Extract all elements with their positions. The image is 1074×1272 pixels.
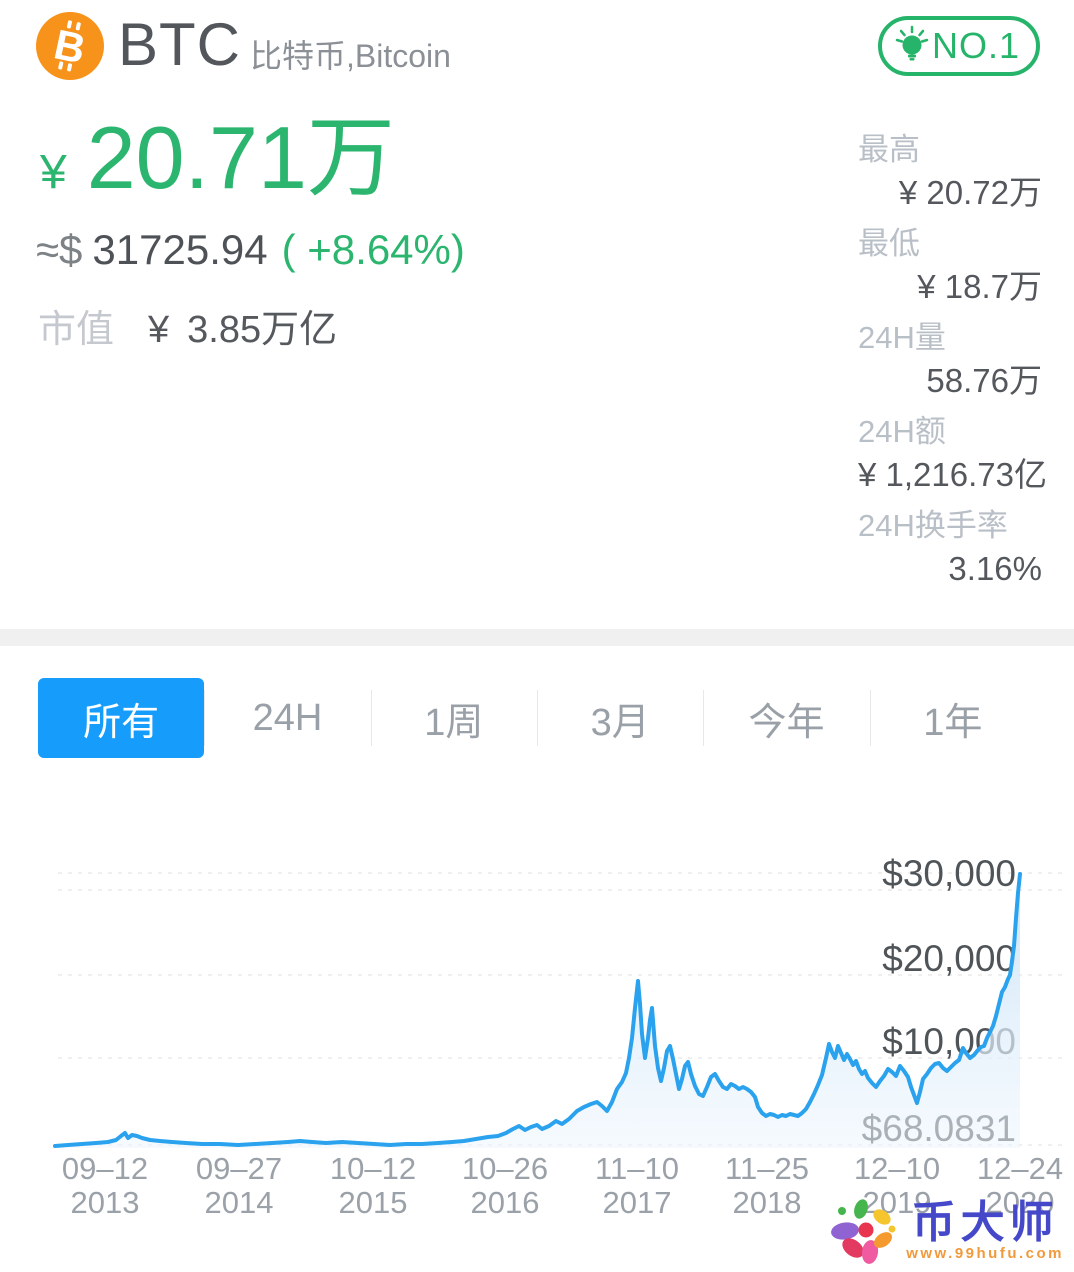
x-axis-label: 11–25 2018 [725,1151,809,1220]
marketcap-label: 市值 [38,309,115,351]
x-axis-label: 09–27 2014 [195,1151,283,1220]
stat-value: ¥ 20.72万 [898,174,1042,211]
x-axis-label: 09–12 2013 [61,1151,149,1220]
price-value: 20.71万 [86,108,395,207]
coin-subtitle: 比特币,Bitcoin [250,38,451,74]
stat-label: 最高 [858,132,920,167]
rank-badge: NO.1 [877,16,1040,76]
marketcap-currency: ¥ [148,309,170,351]
y-axis-label: $30,000 [882,853,1016,894]
section-divider [0,629,1074,646]
range-tab-bar: 所有 24H 1周 3月 今年 1年 [38,678,1036,758]
x-axis-label: 10–26 2016 [461,1151,549,1220]
price-line-series [53,872,1022,1148]
stat-value: 58.76万 [926,362,1042,399]
stat-value: ¥ 1,216.73亿 [858,456,1047,493]
coin-symbol: BTC [118,11,241,78]
usd-price-value: 31725.94 [92,226,268,273]
marketcap-value: 3.85万亿 [187,309,338,351]
rank-badge-label: NO.1 [931,25,1020,66]
stat-row: 24H额 ¥ 1,216.73亿 [858,412,1047,506]
x-axis-label: 12–24 2020 [976,1151,1064,1220]
stat-row: 24H换手率 3.16% [858,506,1042,600]
stat-value: 3.16% [948,550,1042,587]
stat-row: 24H量 58.76万 [858,318,1042,412]
range-tab-1周[interactable]: 1周 [370,678,537,758]
stat-row: 最高 ¥ 20.72万 [858,130,1042,224]
stat-value: ¥ 18.7万 [917,268,1042,305]
current-price: ¥ 20.71万 [40,112,395,204]
site-watermark: 币大师 www.99hufu.com [828,1191,1064,1272]
stats-panel: 最高 ¥ 20.72万最低 ¥ 18.7万 24H量 58.76万 24H额 ¥ 1,216… [858,130,1047,600]
stat-label: 24H换手率 [858,508,1008,543]
x-axis-label: 11–10 2017 [595,1151,679,1220]
range-tab-24H[interactable]: 24H [204,678,371,758]
range-tab-所有[interactable]: 所有 [38,678,205,758]
lightbulb-icon [892,24,932,69]
bitcoin-logo-icon: B [36,12,104,80]
y-axis-label: $20,000 [882,938,1016,979]
approx-symbol: ≈$ [36,226,83,273]
price-change-percent: ( +8.64%) [281,226,465,273]
range-tab-1年[interactable]: 1年 [869,678,1036,758]
marketcap-row: 市值 ¥3.85万亿 [38,308,337,352]
watermark-brand: 币大师 [911,1197,1059,1247]
price-currency-symbol: ¥ [40,146,67,199]
range-tab-今年[interactable]: 今年 [703,678,870,758]
x-axis-label: 10–12 2015 [329,1151,417,1220]
watermark-site: www.99hufu.com [906,1244,1064,1262]
range-tab-3月[interactable]: 3月 [536,678,704,758]
stat-label: 24H量 [858,320,946,355]
stat-row: 最低 ¥ 18.7万 [858,224,1042,318]
flower-logo-icon [828,1191,904,1272]
stat-label: 最低 [858,226,920,261]
usd-price-row: ≈$ 31725.94 ( +8.64%) [36,226,465,274]
price-area-fill [55,874,1020,1148]
price-history-chart[interactable]: $30,000$20,000$10,000$68.0831 [0,830,1074,1160]
stat-label: 24H额 [858,414,946,449]
x-axis-label: 12–10 2019 [853,1151,941,1220]
